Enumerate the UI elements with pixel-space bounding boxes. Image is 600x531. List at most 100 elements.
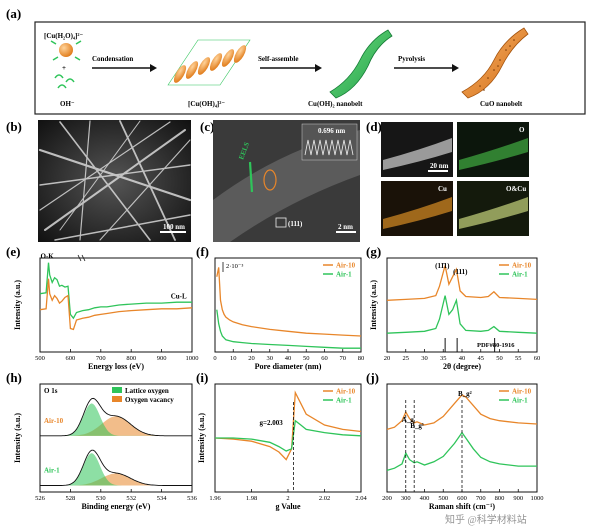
legend-swatch-lattice (112, 387, 122, 393)
peak-label-111: (111) (453, 268, 468, 276)
arrow-2-head (315, 64, 322, 72)
product-cuoh4: [Cu(OH)₄]²⁻ (188, 100, 225, 108)
x-tick-label: 600 (457, 495, 467, 502)
scale-note: 2·10⁻³ (226, 263, 243, 270)
annotation-ok: O-K (41, 253, 55, 261)
cu-ion-ball (59, 43, 73, 57)
raman-mode-label: B_g¹ (410, 422, 424, 430)
x-tick-label: 30 (421, 355, 428, 362)
panel-c-label: (c) (200, 119, 214, 134)
x-tick-label: 50 (303, 355, 310, 362)
step-pyrolysis: Pyrolysis (398, 55, 425, 63)
envelope-line (40, 449, 192, 486)
eds-ocu-label: O&Cu (506, 185, 526, 193)
product-cuo: CuO nanobelt (480, 100, 523, 108)
panel-label: (g) (366, 244, 381, 259)
plot-frame (39, 257, 193, 353)
cuo-nanobelt-shape (461, 27, 529, 99)
vacancy-area (40, 473, 192, 486)
pdf-label: PDF#80-1916 (477, 342, 515, 349)
series-line-green (39, 262, 192, 320)
series-line-air-1 (386, 295, 538, 334)
series-line-air-1 (386, 431, 537, 472)
x-tick-label: 60 (321, 355, 328, 362)
eels-line (248, 161, 254, 193)
legend-label: Air-1 (512, 271, 528, 279)
eds-o-belt (459, 138, 528, 170)
sample-label: Air-10 (44, 417, 64, 425)
raman-mode-label: B_g² (458, 390, 472, 398)
x-axis-title: g Value (275, 502, 301, 511)
x-tick-label: 400 (420, 495, 430, 502)
cuo-pores (479, 39, 515, 91)
vacancy-area (40, 416, 192, 436)
x-tick-label: 45 (478, 355, 485, 362)
x-tick-label: 800 (126, 355, 136, 362)
inset-value: 0.696 nm (318, 127, 345, 135)
step-condensation: Condensation (92, 55, 133, 63)
panel-d-label: (d) (366, 119, 382, 134)
plane-marker (275, 217, 287, 228)
eds-cu-belt (383, 197, 452, 229)
x-tick-label: 500 (438, 495, 448, 502)
x-tick-label: 1000 (531, 495, 544, 502)
o1s-title: O 1s (44, 387, 58, 395)
cuoh2-nanobelt-shape (329, 29, 393, 99)
envelope-line (40, 397, 192, 437)
x-tick-label: 700 (96, 355, 106, 362)
hydroxide-icons (54, 74, 75, 89)
legend-label: Air-1 (336, 271, 352, 279)
x-tick-label: 2.04 (355, 495, 367, 502)
panel-b-label: (b) (6, 119, 22, 134)
panel-label: (f) (196, 244, 209, 259)
watermark: 知乎 @科学材料站 (445, 513, 527, 526)
legend-label: Air-10 (336, 262, 356, 270)
legend-swatch-vacancy (112, 396, 122, 402)
legend-label: Air-10 (512, 262, 532, 270)
x-tick-label: 1.98 (246, 495, 257, 502)
chart-g: (g) 20 25 30 35 40 45 50 55 60 2θ (degree) Intensit… (366, 244, 540, 371)
x-tick-label: 0 (213, 355, 216, 362)
x-tick-label: 2.02 (319, 495, 330, 502)
x-tick-label: 30 (267, 355, 274, 362)
panel-a: (a) [Cu(H₂O)₄]²⁻ + OH⁻ Condensation [Cu(… (6, 6, 586, 115)
plane-label: (111) (288, 220, 303, 228)
eds-ocu-belt (459, 197, 528, 229)
chart-j: (j) 200 300 400 500 600 700 800 900 1000 Raman shi… (366, 370, 544, 511)
cuoh4-chain (167, 39, 251, 86)
x-tick-label: 528 (66, 495, 76, 502)
x-tick-label: 1000 (186, 355, 199, 362)
lattice-profile (304, 139, 354, 156)
plus-sign: + (62, 64, 66, 72)
product-cuoh2: Cu(OH)₂ nanobelt (308, 100, 363, 108)
eds-o-label: O (519, 126, 525, 134)
scale-label-c: 2 nm (338, 223, 353, 231)
annotation-cul: Cu-L (171, 292, 187, 300)
series-line-air-10 (216, 267, 362, 337)
legend-label: Air-10 (336, 388, 356, 396)
panel-b: (b) 100 nm (6, 119, 192, 242)
chart-i: (i) 1.96 1.98 2 2.02 2.04 g Value Intensity (a.… (196, 370, 367, 511)
oh-label: OH⁻ (60, 100, 75, 108)
series-line-air-10 (386, 265, 538, 301)
plot-frame (39, 383, 193, 493)
legend-label: Air-1 (336, 397, 352, 405)
x-tick-label: 20 (384, 355, 391, 362)
panel-label: (i) (196, 370, 208, 385)
x-axis-title: Binding energy (eV) (82, 502, 151, 511)
x-tick-label: 534 (157, 495, 168, 502)
series-line-air-1 (215, 419, 362, 452)
x-tick-label: 50 (496, 355, 503, 362)
x-tick-label: 900 (157, 355, 167, 362)
arrow-3-head (452, 64, 459, 72)
step-self-assemble: Self-assemble (258, 55, 298, 63)
panel-label: (e) (6, 244, 20, 259)
g-value-label: g=2.003 (259, 419, 283, 427)
peak-label-111bar: (11̄1) (435, 262, 450, 270)
formula-top: [Cu(H₂O)₄]²⁻ (44, 32, 83, 40)
panel-a-frame (34, 21, 586, 115)
eds-cu-label: Cu (438, 185, 447, 193)
y-axis-title: Intensity (a.u.) (197, 413, 206, 463)
